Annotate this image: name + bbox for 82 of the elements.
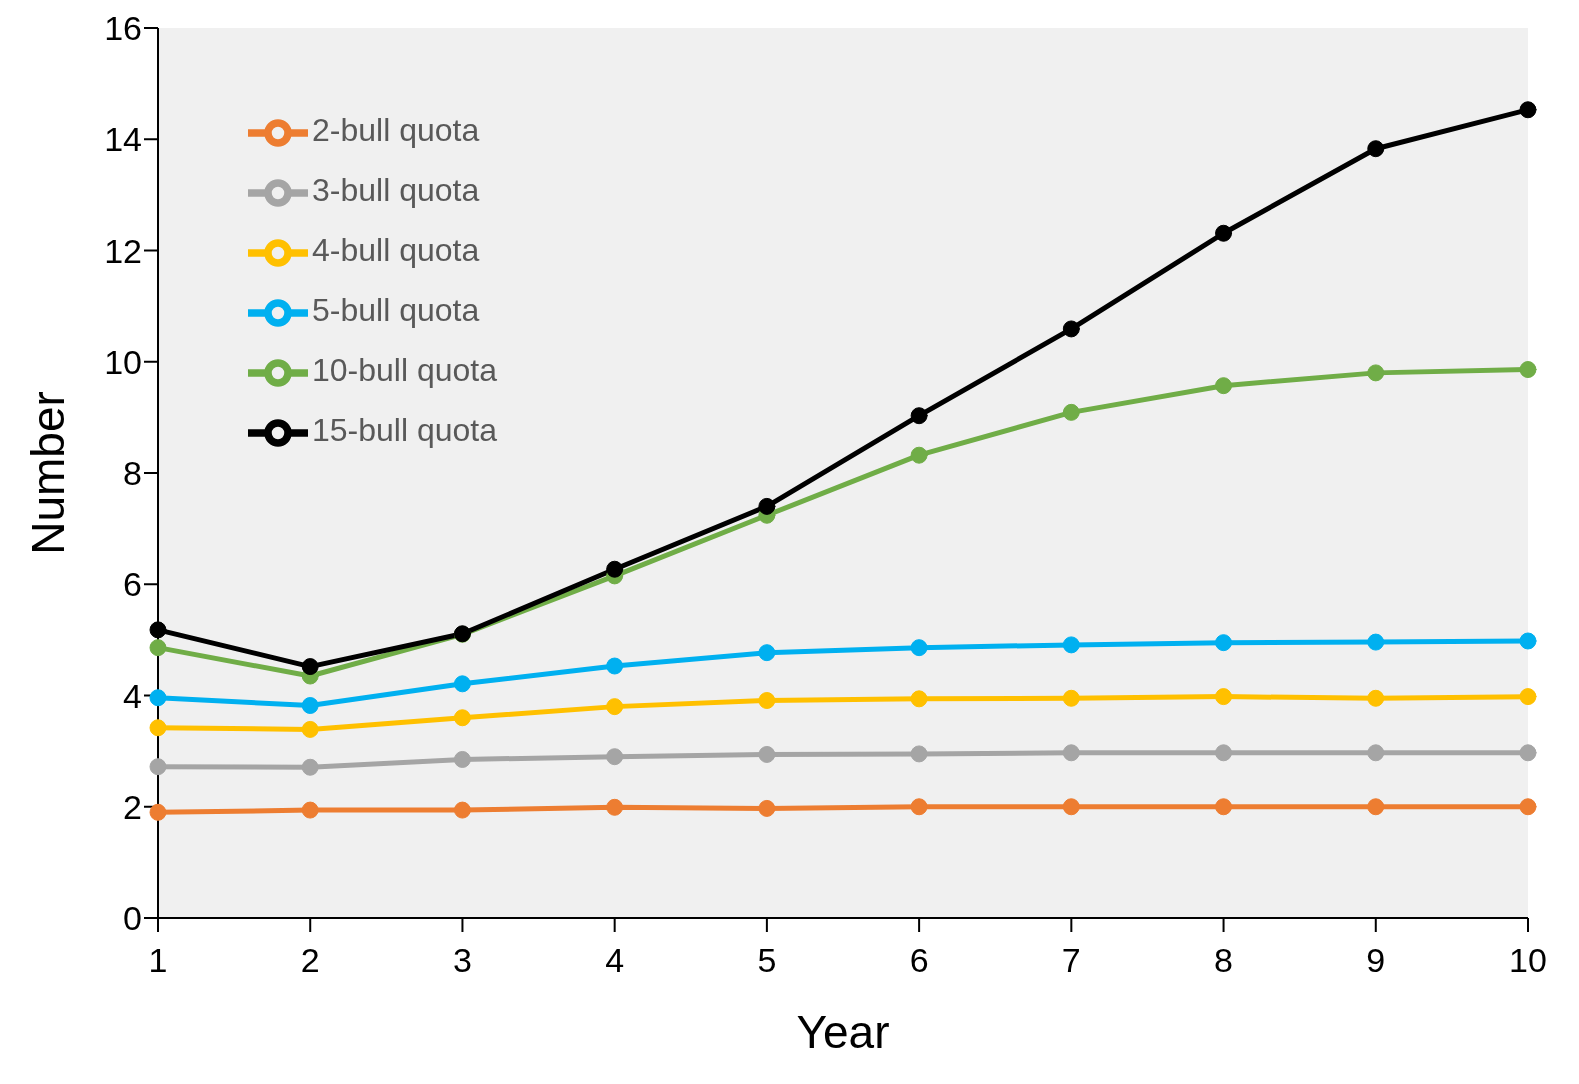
y-tick-label: 0 — [123, 899, 142, 938]
point — [453, 750, 471, 768]
point — [1367, 140, 1385, 158]
point — [149, 803, 167, 821]
x-tick-label: 3 — [452, 941, 472, 980]
point — [1367, 689, 1385, 707]
point — [301, 720, 319, 738]
y-tick-label: 6 — [123, 565, 142, 604]
point — [1215, 744, 1233, 762]
point — [301, 658, 319, 676]
point — [1519, 744, 1537, 762]
x-tick-label: 8 — [1214, 941, 1234, 980]
point — [910, 745, 928, 763]
point — [1062, 798, 1080, 816]
point — [758, 799, 776, 817]
point — [301, 758, 319, 776]
point — [1215, 634, 1233, 652]
x-tick-label: 1 — [148, 941, 168, 980]
y-tick-label: 14 — [104, 120, 142, 159]
x-tick-label: 4 — [605, 941, 625, 980]
point — [453, 675, 471, 693]
point — [1519, 798, 1537, 816]
x-tick-label: 9 — [1366, 941, 1386, 980]
point — [758, 644, 776, 662]
point — [1367, 364, 1385, 382]
x-tick-label: 6 — [909, 941, 929, 980]
point — [1519, 101, 1537, 119]
legend-label: 3-bull quota — [312, 172, 480, 209]
legend-label: 10-bull quota — [312, 352, 498, 389]
point — [149, 719, 167, 737]
y-tick-label: 16 — [104, 9, 142, 48]
point — [1062, 744, 1080, 762]
y-axis-title: Number — [22, 391, 75, 555]
point — [1215, 798, 1233, 816]
x-axis-title: Year — [796, 1006, 890, 1058]
point — [301, 697, 319, 715]
point — [1215, 688, 1233, 706]
point — [1519, 361, 1537, 379]
point — [453, 801, 471, 819]
point — [149, 758, 167, 776]
legend-label: 2-bull quota — [312, 112, 480, 149]
point — [910, 639, 928, 657]
point — [1519, 688, 1537, 706]
point — [1215, 224, 1233, 242]
legend-label: 5-bull quota — [312, 292, 480, 329]
point — [1062, 403, 1080, 421]
x-tick-label: 5 — [757, 941, 777, 980]
point — [1519, 632, 1537, 650]
y-tick-label: 2 — [123, 787, 142, 826]
point — [910, 407, 928, 425]
point — [1367, 633, 1385, 651]
point — [149, 689, 167, 707]
x-tick-label: 10 — [1509, 941, 1547, 980]
legend-label: 4-bull quota — [312, 232, 480, 269]
point — [1215, 377, 1233, 395]
x-tick-label: 7 — [1061, 941, 1081, 980]
point — [1367, 798, 1385, 816]
y-tick-label: 12 — [104, 231, 142, 270]
point — [149, 621, 167, 639]
point — [1062, 689, 1080, 707]
point — [606, 560, 624, 578]
x-tick-label: 2 — [300, 941, 320, 980]
point — [1367, 744, 1385, 762]
y-tick-label: 4 — [123, 676, 142, 715]
point — [1062, 636, 1080, 654]
legend-label: 15-bull quota — [312, 412, 498, 449]
point — [606, 748, 624, 766]
point — [910, 690, 928, 708]
point — [910, 446, 928, 464]
y-tick-label: 8 — [123, 454, 142, 493]
point — [758, 692, 776, 710]
point — [606, 798, 624, 816]
point — [453, 709, 471, 727]
point — [910, 798, 928, 816]
point — [758, 745, 776, 763]
point — [606, 657, 624, 675]
y-tick-label: 10 — [104, 342, 142, 381]
point — [301, 801, 319, 819]
point — [1062, 320, 1080, 338]
point — [149, 639, 167, 657]
point — [606, 698, 624, 716]
point — [758, 497, 776, 515]
